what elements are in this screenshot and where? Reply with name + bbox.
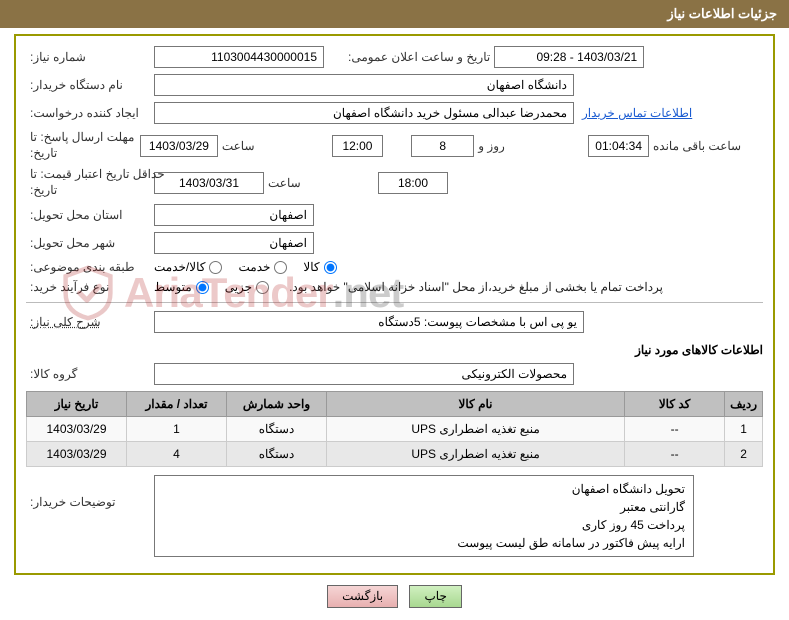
deadline-days: 8 [411, 135, 474, 157]
validity-time-label: ساعت [264, 176, 378, 190]
table-cell: دستگاه [227, 442, 327, 467]
bdesc-line: گارانتی معتبر [163, 498, 685, 516]
desc-value: یو پی اس با مشخصات پیوست: 5دستگاه [154, 311, 584, 333]
bdesc-line: ارایه پیش فاکتور در سامانه طق لیست پیوست [163, 534, 685, 552]
ptype-radio-group: جزیی متوسط [154, 280, 269, 294]
table-cell: -- [625, 442, 725, 467]
category-opt-goods[interactable]: کالا [303, 260, 336, 274]
bdesc-line: پرداخت 45 روز کاری [163, 516, 685, 534]
table-row: 1--منبع تغذیه اضطراری UPSدستگاه11403/03/… [27, 417, 763, 442]
bdesc-line: تحویل دانشگاه اصفهان [163, 480, 685, 498]
table-cell: منبع تغذیه اضطراری UPS [327, 442, 625, 467]
table-row: 2--منبع تغذیه اضطراری UPSدستگاه41403/03/… [27, 442, 763, 467]
deadline-label: مهلت ارسال پاسخ: تا تاریخ: [26, 130, 140, 161]
table-cell: 4 [127, 442, 227, 467]
panel-header: جزئیات اطلاعات نیاز [0, 0, 789, 28]
print-button[interactable]: چاپ [409, 585, 461, 608]
ptype-opt-medium[interactable]: متوسط [154, 280, 209, 294]
deadline-date: 1403/03/29 [140, 135, 218, 157]
table-cell: 1 [127, 417, 227, 442]
city-value: اصفهان [154, 232, 314, 254]
city-label: شهر محل تحویل: [26, 236, 154, 250]
deadline-dayand: روز و [474, 139, 588, 153]
validity-date: 1403/03/31 [154, 172, 264, 194]
province-label: استان محل تحویل: [26, 208, 154, 222]
buyer-desc-label: توضیحات خریدار: [26, 475, 154, 509]
table-cell: 1 [725, 417, 763, 442]
goods-section-title: اطلاعات کالاهای مورد نیاز [26, 343, 763, 357]
th-row: ردیف [725, 392, 763, 417]
table-cell: دستگاه [227, 417, 327, 442]
button-row: چاپ بازگشت [0, 585, 789, 608]
category-label: طبقه بندی موضوعی: [26, 260, 154, 274]
category-opt-service[interactable]: خدمت [238, 260, 287, 274]
desc-label: شرح کلی نیاز: [26, 315, 154, 329]
category-radio-group: کالا خدمت کالا/خدمت [154, 260, 337, 274]
ptype-opt-minor[interactable]: جزیی [225, 280, 269, 294]
group-value: محصولات الکترونیکی [154, 363, 574, 385]
back-button[interactable]: بازگشت [327, 585, 398, 608]
req-datetime-value: 1403/03/21 - 09:28 [494, 46, 644, 68]
buyer-org-label: نام دستگاه خریدار: [26, 78, 154, 92]
goods-table: ردیف کد کالا نام کالا واحد شمارش تعداد /… [26, 391, 763, 467]
table-cell: 1403/03/29 [27, 417, 127, 442]
req-datetime-label: تاریخ و ساعت اعلان عمومی: [344, 50, 494, 64]
table-cell: 2 [725, 442, 763, 467]
deadline-countdown: 01:04:34 [588, 135, 649, 157]
table-cell: -- [625, 417, 725, 442]
th-qty: تعداد / مقدار [127, 392, 227, 417]
buyer-contact-link[interactable]: اطلاعات تماس خریدار [582, 106, 692, 120]
deadline-time: 12:00 [332, 135, 383, 157]
deadline-remain: ساعت باقی مانده [649, 139, 763, 153]
panel-title: جزئیات اطلاعات نیاز [667, 6, 777, 21]
req-num-label: شماره نیاز: [26, 50, 154, 64]
group-label: گروه کالا: [26, 367, 154, 381]
province-value: اصفهان [154, 204, 314, 226]
requester-value: محمدرضا عبدالی مسئول خرید دانشگاه اصفهان [154, 102, 574, 124]
th-unit: واحد شمارش [227, 392, 327, 417]
requester-label: ایجاد کننده درخواست: [26, 106, 154, 120]
th-code: کد کالا [625, 392, 725, 417]
table-cell: 1403/03/29 [27, 442, 127, 467]
validity-time: 18:00 [378, 172, 448, 194]
req-num-value: 1103004430000015 [154, 46, 324, 68]
main-panel: شماره نیاز: 1103004430000015 تاریخ و ساع… [14, 34, 775, 575]
buyer-desc-box: تحویل دانشگاه اصفهان گارانتی معتبر پرداخ… [154, 475, 694, 557]
th-needdate: تاریخ نیاز [27, 392, 127, 417]
th-name: نام کالا [327, 392, 625, 417]
deadline-time-label: ساعت [218, 139, 332, 153]
buyer-org-value: دانشگاه اصفهان [154, 74, 574, 96]
table-cell: منبع تغذیه اضطراری UPS [327, 417, 625, 442]
category-opt-both[interactable]: کالا/خدمت [154, 260, 222, 274]
ptype-label: نوع فرآیند خرید: [26, 280, 154, 294]
ptype-note: پرداخت تمام یا بخشی از مبلغ خرید،از محل … [289, 280, 663, 294]
validity-label: حداقل تاریخ اعتبار قیمت: تا تاریخ: [26, 167, 154, 198]
